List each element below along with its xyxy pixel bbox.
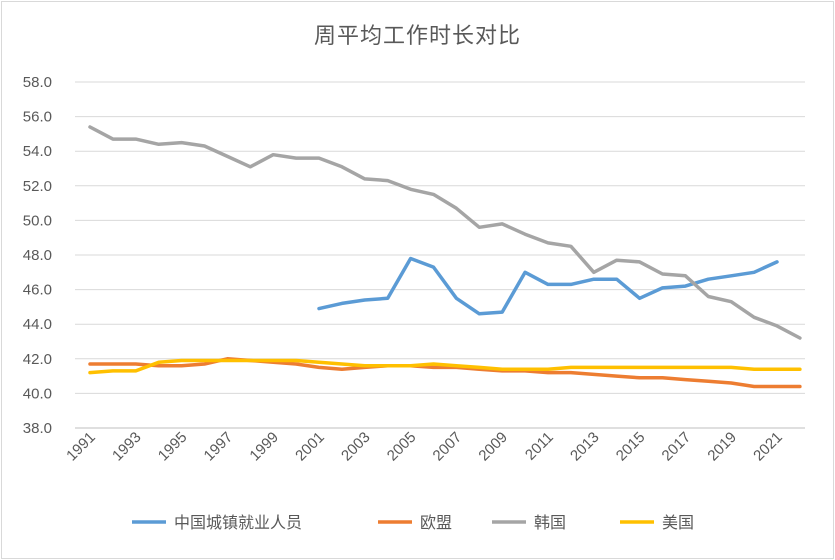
- legend-label: 美国: [662, 513, 694, 532]
- y-tick-label: 48.0: [23, 247, 52, 264]
- chart-title: 周平均工作时长对比: [313, 24, 521, 49]
- x-axis-tick-labels: 1991 1993 1995 1997 1999 2001 2003 2005 2007 2009…: [63, 429, 786, 465]
- x-tick-label: 2001: [292, 429, 328, 465]
- x-tick-label: 2015: [613, 429, 649, 465]
- x-tick-label: 1997: [201, 429, 237, 465]
- legend-label: 中国城镇就业人员: [174, 513, 302, 532]
- x-tick-label: 2005: [384, 429, 420, 465]
- y-tick-label: 38.0: [23, 420, 52, 437]
- series-line: [88, 357, 802, 389]
- x-tick-label: 2021: [750, 429, 786, 465]
- legend-label: 欧盟: [420, 513, 452, 532]
- y-tick-label: 54.0: [23, 143, 52, 160]
- y-tick-label: 46.0: [23, 282, 52, 299]
- legend-label: 韩国: [534, 513, 566, 532]
- gridlines: [75, 81, 805, 394]
- x-tick-label: 2011: [522, 429, 557, 464]
- x-tick-label: 2013: [567, 429, 603, 465]
- y-axis-tick-labels: 38.0 40.0 42.0 44.0 46.0 48.0 50.0 52.0 54.0 56.0…: [23, 74, 52, 437]
- x-tick-label: 2007: [430, 429, 466, 465]
- series-line: [88, 125, 802, 340]
- x-tick-label: 1999: [246, 429, 282, 465]
- y-tick-label: 56.0: [23, 109, 52, 126]
- y-tick-label: 44.0: [23, 316, 52, 333]
- series-lines: [88, 125, 802, 389]
- series-line: [88, 358, 802, 375]
- y-tick-label: 50.0: [23, 212, 52, 229]
- x-tick-label: 1995: [155, 429, 191, 465]
- x-tick-label: 2009: [475, 429, 511, 465]
- x-tick-label: 1993: [109, 429, 145, 465]
- x-tick-label: 1991: [63, 429, 99, 465]
- x-tick-label: 2019: [704, 429, 740, 465]
- series-line: [317, 256, 779, 316]
- y-tick-label: 52.0: [23, 178, 52, 195]
- y-tick-label: 40.0: [23, 385, 52, 402]
- y-tick-label: 58.0: [23, 74, 52, 91]
- x-tick-label: 2017: [659, 429, 695, 465]
- y-tick-label: 42.0: [23, 351, 52, 368]
- x-tick-label: 2003: [338, 429, 374, 465]
- legend: 中国城镇就业人员 欧盟 韩国 美国: [132, 513, 694, 532]
